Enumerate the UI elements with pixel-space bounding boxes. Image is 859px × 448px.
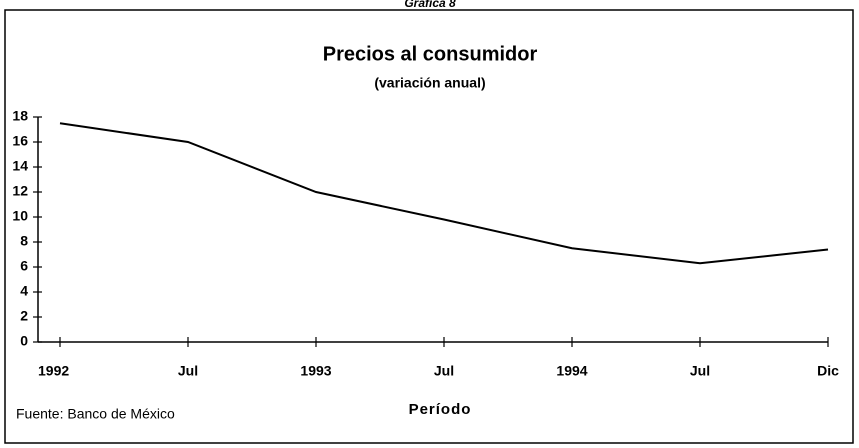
- data-line: [59, 122, 829, 265]
- y-tick-label: 0: [20, 333, 28, 349]
- x-tick-label: Dic: [817, 363, 839, 379]
- y-tick-label: 10: [12, 208, 28, 224]
- x-tick-label: 1994: [556, 363, 587, 379]
- x-tick-label: Jul: [178, 363, 198, 379]
- source-note: Fuente: Banco de México: [16, 406, 175, 422]
- y-tick-label: 8: [20, 233, 28, 249]
- chart-title: Precios al consumidor: [323, 43, 538, 65]
- y-tick-label: 16: [12, 133, 28, 149]
- x-axis-label: Período: [409, 401, 472, 418]
- x-tick-label: 1993: [300, 363, 331, 379]
- y-tick-label: 4: [20, 283, 28, 299]
- y-tick-label: 2: [20, 308, 28, 324]
- x-tick-label: Jul: [434, 363, 454, 379]
- chart-frame: [4, 9, 854, 444]
- y-tick-label: 6: [20, 258, 28, 274]
- figure-label: Gráfica 8: [404, 0, 456, 10]
- x-tick-label: Jul: [690, 363, 710, 379]
- y-tick-label: 18: [12, 108, 28, 124]
- y-tick-label: 14: [12, 158, 28, 174]
- x-tick-label: 1992: [38, 363, 69, 379]
- y-tick-label: 12: [12, 183, 28, 199]
- chart-subtitle: (variación anual): [374, 75, 485, 91]
